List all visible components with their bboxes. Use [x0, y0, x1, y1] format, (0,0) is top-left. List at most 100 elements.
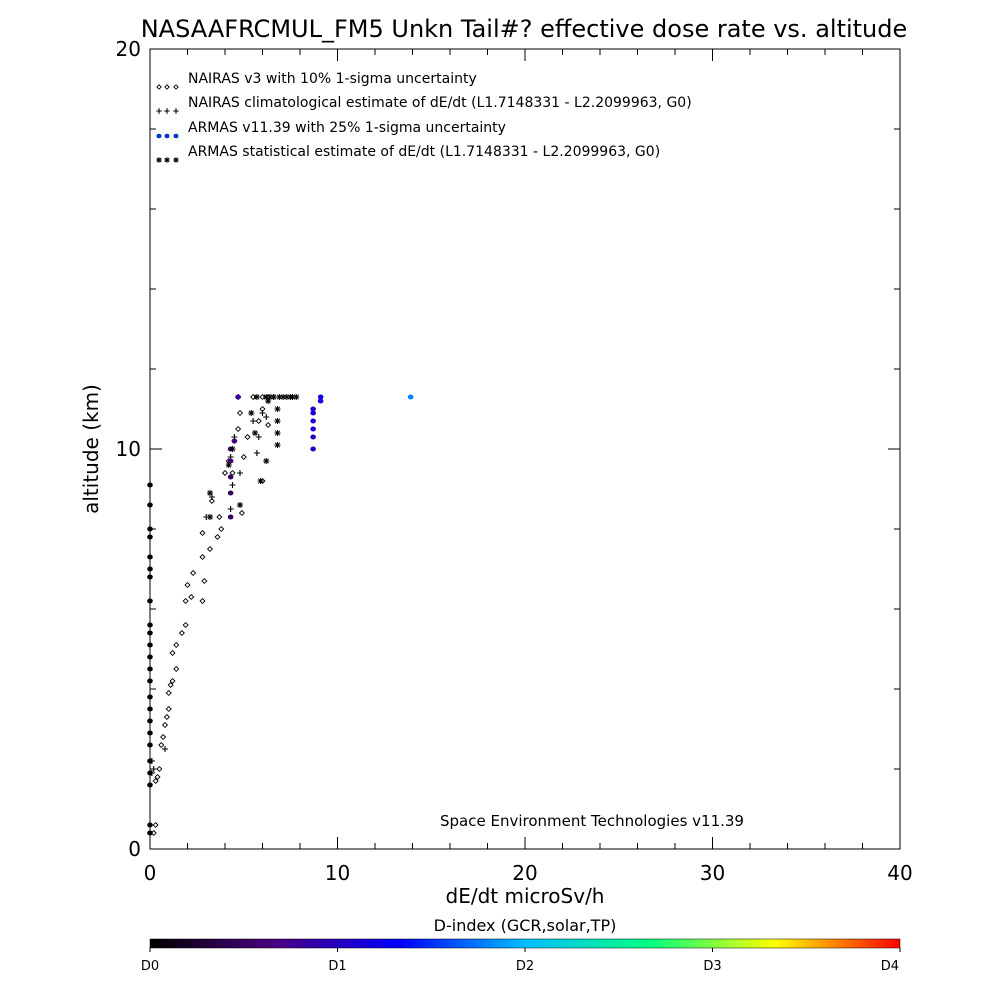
series-asterisk [207, 394, 300, 520]
legend-marker-asterisk [164, 157, 170, 163]
colorbar-label: D1 [328, 959, 346, 974]
data-point-diamond [259, 393, 266, 401]
data-point-asterisk [237, 502, 243, 508]
legend-marker-asterisk [156, 157, 162, 163]
data-point-diamond [188, 593, 195, 601]
data-point-diamond [199, 529, 206, 537]
plot-frame [149, 48, 901, 850]
data-point-diamond [167, 681, 174, 689]
x-tick-label: 20 [512, 861, 537, 885]
data-point-dot [147, 678, 153, 684]
data-point-dot [147, 742, 153, 748]
x-tick-label: 40 [887, 861, 912, 885]
legend-marker-dot [164, 133, 170, 139]
data-point-asterisk [283, 394, 290, 400]
data-point-dot [147, 574, 153, 580]
data-point-asterisk [276, 394, 283, 400]
data-point-diamond [201, 577, 208, 585]
data-point-diamond [165, 689, 172, 697]
data-point-asterisk [274, 406, 281, 412]
data-point-dot [310, 410, 316, 416]
data-point-dot [147, 482, 153, 488]
data-point-plus [229, 482, 236, 488]
data-point-diamond [178, 629, 185, 637]
legend-marker-plus [173, 108, 179, 114]
legend-marker-diamond [173, 84, 179, 90]
data-point-asterisk [253, 394, 260, 400]
y-tick-label: 10 [116, 437, 141, 461]
x-tick-label: 10 [325, 861, 350, 885]
data-point-diamond [182, 621, 189, 629]
colorbar-label: D2 [516, 959, 534, 974]
series-diamond [150, 393, 272, 837]
legend-marker-dot [173, 133, 179, 139]
colorbar-gradient [149, 938, 901, 949]
data-point-asterisk [207, 514, 213, 520]
data-point-dot [147, 642, 153, 648]
data-point-plus [150, 766, 157, 772]
data-point-asterisk [274, 430, 281, 436]
data-point-asterisk [207, 490, 213, 496]
data-point-dot [147, 830, 153, 836]
colorbar-title: D-index (GCR,solar,TP) [434, 916, 617, 935]
data-point-diamond [236, 409, 244, 417]
data-point-dot [147, 666, 153, 672]
data-point-diamond [214, 533, 221, 541]
data-point-dot [407, 394, 414, 400]
data-point-dot [310, 446, 316, 452]
colorbar: D-index (GCR,solar,TP) D0 D1 D2 D3 D4 [141, 916, 901, 974]
legend-marker-diamond [164, 84, 170, 90]
data-point-plus [162, 746, 168, 752]
x-tick-label: 30 [700, 861, 725, 885]
legend-marker-plus [164, 108, 170, 114]
data-point-diamond [235, 425, 242, 433]
data-point-dot [231, 438, 238, 444]
data-point-diamond [154, 773, 161, 781]
data-point-asterisk [267, 394, 273, 400]
data-point-diamond [152, 777, 159, 785]
data-point-diamond [173, 665, 180, 673]
data-point-dot [147, 770, 153, 776]
data-point-diamond [158, 741, 165, 749]
data-point-diamond [165, 705, 172, 713]
data-point-dot [310, 426, 316, 432]
data-point-diamond [199, 553, 206, 561]
data-point-dot [310, 418, 316, 424]
y-tick-labels: 0 10 20 [116, 37, 141, 861]
data-point-dot [147, 622, 153, 628]
legend-entry: ARMAS statistical estimate of dE/dt (L1.… [156, 144, 660, 163]
data-point-dot [227, 514, 234, 520]
x-axis-label: dE/dt microSv/h [446, 884, 605, 908]
data-point-diamond [182, 597, 189, 605]
data-point-dot [147, 554, 153, 560]
legend: NAIRAS v3 with 10% 1-sigma uncertainty NA… [156, 71, 692, 163]
data-point-asterisk [248, 410, 255, 416]
data-point-asterisk [252, 430, 258, 436]
data-point-diamond [156, 765, 163, 773]
data-point-dot [147, 706, 153, 712]
data-point-diamond [190, 569, 197, 577]
data-point-asterisk [263, 458, 270, 464]
legend-entry: ARMAS v11.39 with 25% 1-sigma uncertaint… [156, 120, 506, 139]
data-point-dot [235, 394, 241, 400]
data-point-diamond [184, 581, 191, 589]
data-point-dot [147, 730, 153, 736]
data-point-diamond [240, 453, 247, 461]
data-point-dot [147, 782, 153, 788]
y-tick-label: 0 [128, 837, 141, 861]
legend-marker-dot [156, 133, 162, 139]
data-point-diamond [161, 721, 169, 729]
chart-title: NASAAFRCMUL_FM5 Unkn Tail#? effective do… [141, 15, 908, 43]
data-point-diamond [163, 713, 170, 721]
data-point-dot [147, 758, 153, 764]
data-point-dot [147, 630, 153, 636]
data-point-diamond [199, 597, 206, 605]
legend-label: NAIRAS climatological estimate of dE/dt … [188, 95, 692, 111]
data-point-dot [147, 566, 153, 572]
data-point-dot [147, 598, 153, 604]
y-tick-label: 20 [116, 37, 141, 61]
data-point-diamond [160, 733, 167, 741]
data-point-asterisk [270, 394, 277, 400]
colorbar-labels: D0 D1 D2 D3 D4 [141, 948, 901, 974]
data-point-diamond [216, 513, 223, 521]
